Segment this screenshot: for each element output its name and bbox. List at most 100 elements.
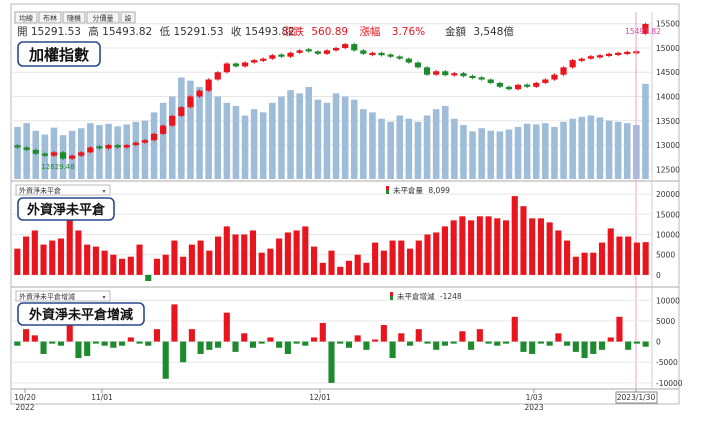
bar: [119, 341, 126, 346]
bar: [293, 341, 300, 344]
pct-value: 3.76%: [392, 26, 425, 38]
volume-bar: [123, 124, 131, 179]
candle-body: [260, 58, 267, 61]
volume-bar: [496, 131, 504, 179]
candle-body: [96, 146, 103, 149]
bar: [511, 196, 518, 275]
bar: [215, 341, 222, 348]
volume-bar: [269, 102, 276, 179]
oi-change-dropdown[interactable]: 外資淨未平倉增減 ▾: [15, 290, 111, 302]
bar: [145, 274, 152, 281]
toolbar-button-frame[interactable]: [62, 11, 86, 24]
bar: [232, 341, 239, 352]
volume-bar: [532, 124, 540, 179]
high-label: 高: [88, 25, 99, 38]
volume-bar: [296, 93, 303, 179]
open-interest-dropdown-box[interactable]: [15, 184, 111, 196]
y-tick-label: 5000: [656, 251, 675, 260]
candle-body: [514, 84, 522, 90]
bar: [75, 341, 82, 359]
bar: [494, 218, 501, 275]
oi-change-legend-name: 未平倉增減: [397, 291, 435, 301]
candle-body: [351, 44, 358, 51]
toolbar-button-label: 設: [125, 14, 132, 23]
toolbar-button-0[interactable]: 均線: [14, 11, 38, 24]
x-tick-label: 2022: [15, 403, 34, 412]
candle-body: [69, 155, 76, 159]
bar: [171, 240, 178, 275]
volume-bar: [487, 130, 495, 179]
toolbar-button-2[interactable]: 隨機: [62, 11, 86, 24]
volume-bar: [587, 115, 595, 179]
volume-bar: [623, 123, 631, 179]
y-tick-label: 10000: [656, 230, 680, 239]
toolbar-button-4[interactable]: 設: [120, 11, 136, 24]
volume-bar: [514, 126, 522, 179]
candle-body: [487, 79, 494, 83]
open-value: 15291.53: [31, 26, 81, 38]
toolbar-button-3[interactable]: 分價量: [86, 11, 120, 24]
oi-change-legend-text: 未平倉增減 -1248: [397, 291, 462, 301]
volume-bar: [105, 123, 112, 179]
y-tick-label: 15000: [656, 210, 680, 219]
close-label: 收: [231, 25, 242, 38]
volume-bar: [378, 118, 385, 179]
volume-bar: [469, 131, 476, 179]
bar: [40, 244, 47, 275]
candle-body: [296, 50, 303, 53]
candle-body: [87, 147, 94, 153]
open-interest-bars: [14, 196, 649, 281]
price-y-axis: 12500 13000 13500 14000 14500 15000 15500: [656, 20, 680, 175]
toolbar-button-frame[interactable]: [86, 11, 120, 24]
bar: [398, 333, 405, 342]
bar: [450, 220, 457, 275]
bar: [380, 250, 387, 275]
volume-bar: [614, 121, 622, 179]
bar: [424, 234, 431, 275]
candle-body: [533, 82, 540, 87]
bar: [433, 341, 440, 350]
candle-body: [524, 84, 531, 87]
volume-bar: [596, 117, 604, 179]
volume-bar: [569, 118, 576, 179]
bar: [84, 341, 91, 357]
volume-bar: [150, 112, 158, 179]
toolbar-button-1[interactable]: 布林: [38, 11, 62, 24]
candle-body: [605, 53, 613, 56]
bar: [642, 242, 649, 275]
open-interest-dropdown[interactable]: 外資淨未平倉 ▾: [15, 184, 111, 196]
bar: [502, 341, 510, 344]
bar: [258, 252, 265, 275]
volume-bar: [423, 115, 431, 179]
legend-down-swatch: [390, 296, 393, 300]
x-tick-label: 2023: [524, 403, 543, 412]
bar: [537, 218, 544, 275]
candle-body: [178, 107, 185, 116]
volume-bar: [132, 121, 140, 179]
bar: [302, 341, 309, 346]
bar: [468, 220, 475, 275]
candle-body: [269, 55, 276, 59]
bar: [249, 230, 257, 275]
bar: [92, 341, 99, 344]
bar: [110, 254, 117, 275]
bar: [197, 341, 204, 354]
toolbar-button-frame[interactable]: [120, 11, 136, 24]
bar: [564, 240, 571, 275]
toolbar-button-frame[interactable]: [38, 11, 62, 24]
y-tick-label: 14000: [656, 93, 680, 102]
volume-bar: [396, 115, 404, 179]
toolbar-button-frame[interactable]: [14, 11, 38, 24]
oi-change-dropdown-box[interactable]: [15, 290, 111, 302]
y-tick-label: 13000: [656, 141, 680, 150]
bar: [598, 341, 606, 350]
bar: [284, 232, 291, 275]
candle-body: [205, 79, 212, 91]
bar: [249, 341, 257, 348]
volume-bar: [460, 125, 467, 179]
x-tick-label: 10/20: [14, 393, 36, 402]
low-label: 低: [160, 25, 171, 38]
price-title-box: 加權指數: [17, 41, 101, 67]
candle-body: [442, 71, 449, 76]
